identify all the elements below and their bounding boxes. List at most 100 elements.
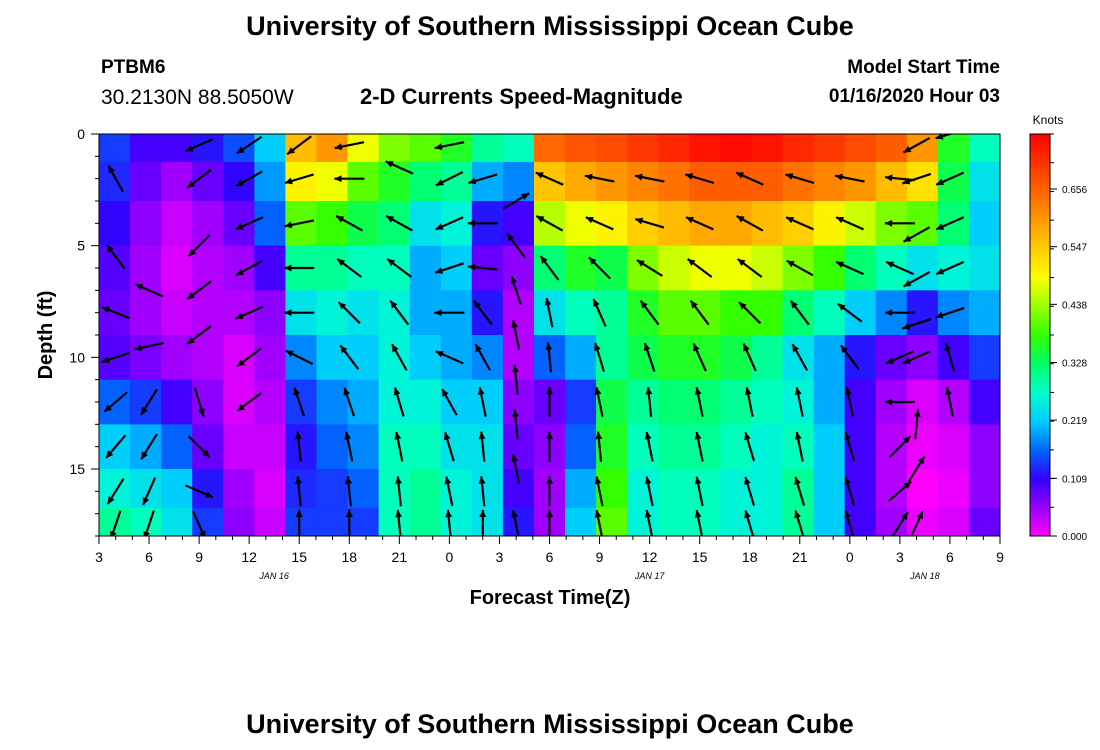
- current-vector: [467, 263, 498, 271]
- current-vector: [105, 434, 127, 459]
- heatmap-cell: [813, 379, 846, 425]
- current-vector: [902, 136, 931, 154]
- heatmap-cell: [502, 469, 535, 509]
- heatmap-cell: [161, 290, 193, 336]
- heatmap-cell: [720, 245, 753, 291]
- heatmap-cell: [782, 335, 815, 381]
- heatmap-cell: [285, 379, 318, 425]
- heatmap-cell: [968, 134, 1000, 163]
- speed-heatmap: [99, 134, 1000, 536]
- heatmap-cell: [937, 245, 970, 291]
- heatmap-cell: [968, 245, 1000, 291]
- current-vector: [594, 476, 604, 507]
- x-axis-label: Forecast Time(Z): [470, 587, 631, 609]
- heatmap-cell: [192, 379, 224, 425]
- heatmap-cell: [378, 379, 411, 425]
- current-vector: [337, 301, 361, 325]
- current-vector: [184, 138, 214, 153]
- x-tick-label: 3: [896, 549, 904, 565]
- heatmap-cell: [782, 134, 815, 163]
- heatmap-cell: [316, 379, 349, 425]
- heatmap-cell: [409, 201, 442, 247]
- current-vector: [744, 476, 756, 507]
- heatmap-cell: [751, 424, 784, 470]
- heatmap-cell: [471, 134, 504, 163]
- heatmap-cell: [440, 201, 473, 247]
- heatmap-cell: [813, 508, 846, 536]
- heatmap-cell: [347, 335, 380, 381]
- current-vector: [385, 160, 414, 175]
- heatmap-cell: [316, 335, 349, 381]
- current-vector: [236, 135, 263, 155]
- current-vectors: [101, 134, 965, 536]
- heatmap-cell: [378, 424, 411, 470]
- current-vector: [634, 173, 665, 183]
- current-vector: [295, 431, 302, 462]
- heatmap-cell: [409, 469, 442, 509]
- current-vector: [592, 298, 607, 327]
- current-vector: [344, 431, 354, 462]
- heatmap-cell: [192, 424, 224, 470]
- heatmap-cell: [254, 290, 287, 336]
- heatmap-cell: [471, 424, 504, 470]
- current-vector: [339, 344, 360, 370]
- heatmap-cell: [161, 201, 193, 247]
- heatmap-cell: [968, 508, 1000, 536]
- current-vector: [345, 476, 352, 507]
- heatmap-cell: [689, 134, 721, 163]
- footer-title: University of Southern Mississippi Ocean…: [246, 709, 854, 739]
- x-tick-label: 21: [392, 549, 408, 565]
- heatmap-cell: [720, 161, 753, 202]
- current-vector: [735, 171, 764, 186]
- heatmap-cell: [596, 379, 628, 425]
- current-vector: [235, 259, 263, 277]
- heatmap-cell: [875, 161, 908, 202]
- current-vector: [293, 387, 306, 417]
- current-vector: [286, 135, 312, 156]
- heatmap-cell: [347, 161, 380, 202]
- current-vector: [794, 510, 805, 536]
- current-vector: [789, 300, 810, 326]
- station-coordinates: 30.2130N 88.5050W: [101, 86, 294, 109]
- current-vector: [884, 398, 915, 406]
- heatmap-cell: [813, 245, 846, 291]
- current-vector: [786, 259, 814, 277]
- current-vector: [887, 480, 913, 502]
- current-vector: [510, 275, 522, 305]
- x-tick-label: 9: [596, 549, 604, 565]
- heatmap-cell: [378, 469, 411, 509]
- heatmap-cell: [99, 245, 131, 291]
- heatmap-cell: [130, 245, 162, 291]
- heatmap-cell: [316, 469, 349, 509]
- current-vector: [884, 219, 915, 227]
- x-tick-label: 12: [642, 549, 658, 565]
- colorbar-frame: [1029, 133, 1051, 537]
- current-vector: [901, 318, 932, 330]
- current-vector: [391, 343, 408, 371]
- heatmap-cell: [968, 424, 1000, 470]
- heatmap-cell: [813, 201, 846, 247]
- current-vector: [636, 259, 663, 277]
- current-vector: [888, 435, 912, 459]
- heatmap-cell: [378, 201, 411, 247]
- heatmap-cell: [409, 508, 442, 536]
- current-vector: [478, 476, 486, 507]
- y-tick-label: 15: [69, 461, 85, 477]
- x-tick-label: 3: [496, 549, 504, 565]
- heatmap-cell: [627, 379, 659, 425]
- heatmap-cell: [161, 379, 193, 425]
- heatmap-cell: [254, 201, 287, 247]
- current-vector: [742, 343, 757, 372]
- current-vector: [479, 509, 487, 536]
- heatmap-cell: [782, 379, 815, 425]
- current-vector: [284, 264, 315, 272]
- current-vector: [837, 302, 863, 323]
- heatmap-cell: [968, 161, 1000, 202]
- heatmap-cell: [285, 508, 318, 536]
- heatmap-cell: [565, 508, 597, 536]
- current-vector: [435, 216, 464, 231]
- heatmap-cell: [130, 379, 162, 425]
- current-vector: [935, 216, 965, 231]
- current-vector: [544, 297, 554, 328]
- current-vector: [744, 431, 756, 462]
